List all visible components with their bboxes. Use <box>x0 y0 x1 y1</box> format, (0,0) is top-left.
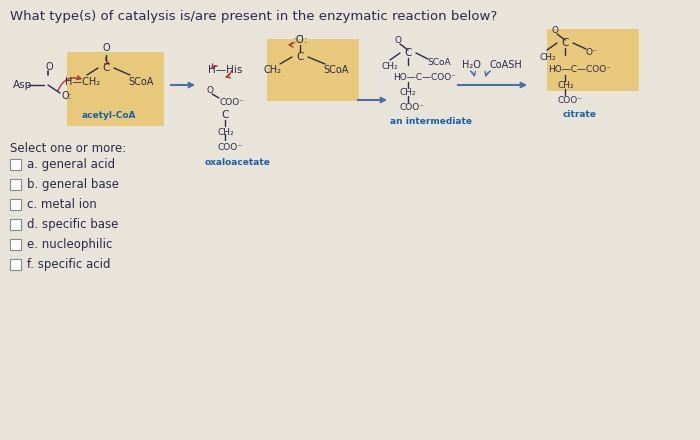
FancyBboxPatch shape <box>267 39 359 101</box>
Text: c. metal ion: c. metal ion <box>27 198 97 210</box>
Bar <box>10 239 21 250</box>
Text: C: C <box>296 52 304 62</box>
Text: O⁻: O⁻ <box>585 48 596 56</box>
FancyBboxPatch shape <box>547 29 639 91</box>
Text: CoASH: CoASH <box>490 60 523 70</box>
Text: COO⁻: COO⁻ <box>400 103 425 111</box>
Text: e. nucleophilic: e. nucleophilic <box>27 238 113 250</box>
Text: O: O <box>395 36 402 44</box>
Text: an intermediate: an intermediate <box>390 117 472 125</box>
Text: CH₂: CH₂ <box>557 81 573 89</box>
Text: SCoA: SCoA <box>427 58 451 66</box>
Bar <box>10 259 21 270</box>
Text: Select one or more:: Select one or more: <box>10 142 126 154</box>
Text: O:: O: <box>62 91 73 101</box>
Text: H—CH₂: H—CH₂ <box>65 77 100 87</box>
Text: CH₂: CH₂ <box>218 128 234 136</box>
Text: CH₂: CH₂ <box>539 52 556 62</box>
Text: H₂O: H₂O <box>462 60 481 70</box>
Text: COO⁻: COO⁻ <box>557 95 582 105</box>
Text: a. general acid: a. general acid <box>27 158 115 171</box>
Text: C: C <box>561 38 568 48</box>
Text: HO—C—COO⁻: HO—C—COO⁻ <box>393 73 456 81</box>
Text: C: C <box>221 110 229 120</box>
Text: HO—C—COO⁻: HO—C—COO⁻ <box>548 65 611 73</box>
Text: d. specific base: d. specific base <box>27 217 118 231</box>
Text: O: O <box>102 43 110 53</box>
Text: O: O <box>552 26 559 34</box>
Text: Asp: Asp <box>13 80 32 90</box>
Text: CH₂: CH₂ <box>264 65 282 75</box>
Bar <box>10 179 21 190</box>
FancyBboxPatch shape <box>67 52 164 126</box>
Text: C: C <box>405 48 412 58</box>
Bar <box>10 159 21 170</box>
Text: O: O <box>46 62 52 72</box>
Text: CH₂: CH₂ <box>382 62 398 70</box>
Text: acetyl-CoA: acetyl-CoA <box>82 110 136 120</box>
Text: b. general base: b. general base <box>27 177 119 191</box>
Text: citrate: citrate <box>563 110 597 118</box>
Text: H—His: H—His <box>208 65 242 75</box>
Text: SCoA: SCoA <box>323 65 349 75</box>
Text: C: C <box>102 63 110 73</box>
Text: :Ö:: :Ö: <box>293 35 308 45</box>
Text: SCoA: SCoA <box>128 77 153 87</box>
Text: What type(s) of catalysis is/are present in the enzymatic reaction below?: What type(s) of catalysis is/are present… <box>10 10 497 23</box>
Bar <box>10 199 21 210</box>
Text: CH₂: CH₂ <box>400 88 416 96</box>
Bar <box>10 219 21 230</box>
Text: COO⁻: COO⁻ <box>220 98 245 106</box>
Text: COO⁻: COO⁻ <box>218 143 243 151</box>
Text: O: O <box>206 85 214 95</box>
Text: oxaloacetate: oxaloacetate <box>205 158 271 166</box>
Text: f. specific acid: f. specific acid <box>27 257 111 271</box>
